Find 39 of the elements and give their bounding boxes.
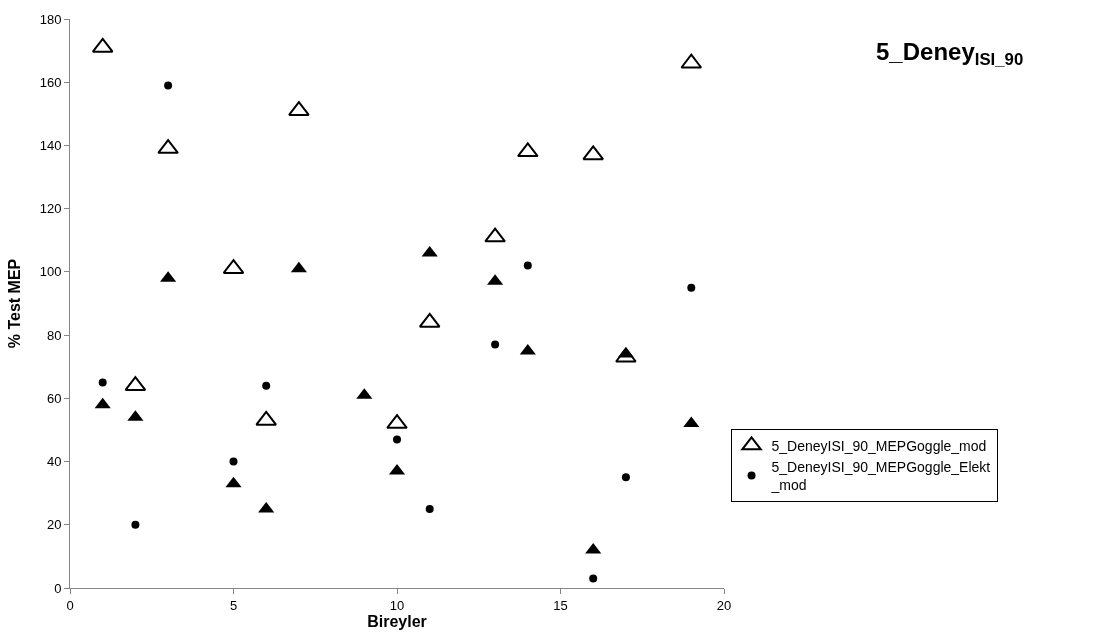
point [687, 283, 696, 292]
y-tick-label: 60 [46, 390, 62, 406]
y-tick-label: 160 [39, 74, 62, 90]
point [393, 435, 401, 444]
y-tick-label: 180 [39, 11, 62, 27]
y-axis-title: % Test MEP [5, 258, 23, 349]
x-tick-label: 5 [229, 597, 238, 613]
y-tick-label: 80 [46, 327, 62, 343]
point [421, 245, 438, 257]
point [98, 378, 107, 387]
point [621, 473, 630, 482]
point [589, 574, 598, 583]
y-tick-label: 0 [54, 580, 62, 596]
point [491, 340, 500, 349]
y-tick-label: 120 [39, 201, 62, 217]
point [425, 504, 434, 513]
point [683, 416, 700, 428]
x-tick-label: 10 [389, 597, 405, 613]
text: 5_Deney$_{ISI_90}$ [876, 38, 1024, 70]
x-axis-title: Bireyler [367, 612, 427, 630]
legend-label: 5_DeneyISI_90_MEPGoggle_Elekt_mod [770, 458, 991, 494]
x-tick-label: 0 [66, 597, 74, 613]
point [258, 501, 275, 513]
point [131, 520, 140, 529]
point [225, 476, 242, 488]
y-tick-label: 100 [39, 264, 62, 280]
point [229, 457, 238, 466]
y-tick-label: 140 [39, 137, 62, 153]
point [523, 261, 532, 270]
point [262, 381, 271, 390]
x-tick-label: 20 [716, 597, 732, 613]
point [519, 343, 536, 355]
point [94, 397, 111, 409]
y-tick-label: 40 [46, 454, 62, 470]
point [290, 261, 307, 273]
y-tick-label: 20 [46, 517, 62, 533]
legend-label: 5_DeneyISI_90_MEPGoggle_mod [771, 437, 987, 454]
point [484, 227, 506, 243]
x-tick-label: 15 [553, 597, 568, 613]
